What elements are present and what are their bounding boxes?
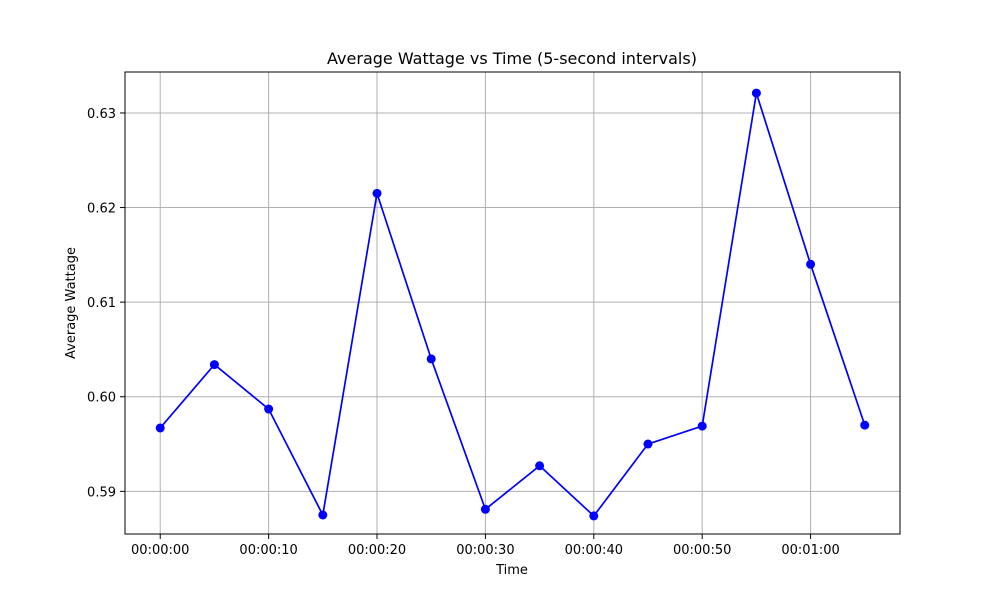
chart-title: Average Wattage vs Time (5-second interv… xyxy=(327,49,697,68)
data-point xyxy=(372,188,382,198)
y-tick-label: 0.60 xyxy=(87,391,116,406)
data-point xyxy=(264,404,274,414)
series-layer xyxy=(155,88,870,521)
x-tick-label: 00:01:00 xyxy=(781,543,839,558)
x-tick-label: 00:00:50 xyxy=(673,543,731,558)
x-tick-label: 00:00:00 xyxy=(131,543,189,558)
y-tick-label: 0.59 xyxy=(87,485,116,500)
data-point xyxy=(155,423,165,433)
y-tick-label: 0.62 xyxy=(87,202,116,217)
data-point xyxy=(860,420,870,430)
y-axis-label: Average Wattage xyxy=(64,247,79,359)
x-tick-label: 00:00:30 xyxy=(456,543,514,558)
x-tick-label: 00:00:20 xyxy=(348,543,406,558)
x-tick-label: 00:00:10 xyxy=(239,543,297,558)
ticks: 00:00:00 00:00:10 00:00:20 00:00:30 00:00:40… xyxy=(87,107,840,558)
y-tick-label: 0.63 xyxy=(87,107,116,122)
x-tick-label: 00:00:40 xyxy=(565,543,623,558)
data-point xyxy=(480,504,490,514)
x-axis-label: Time xyxy=(495,563,528,578)
data-point xyxy=(535,461,545,471)
data-point xyxy=(751,88,761,98)
y-tick-label: 0.61 xyxy=(87,296,116,311)
grid xyxy=(125,72,900,534)
data-point xyxy=(426,354,436,364)
data-point xyxy=(697,421,707,431)
data-point xyxy=(589,511,599,521)
data-point xyxy=(318,510,328,520)
plot-frame xyxy=(124,71,901,535)
data-point xyxy=(643,439,653,449)
data-point xyxy=(209,360,219,370)
data-point xyxy=(806,259,816,269)
series-line xyxy=(159,92,866,517)
